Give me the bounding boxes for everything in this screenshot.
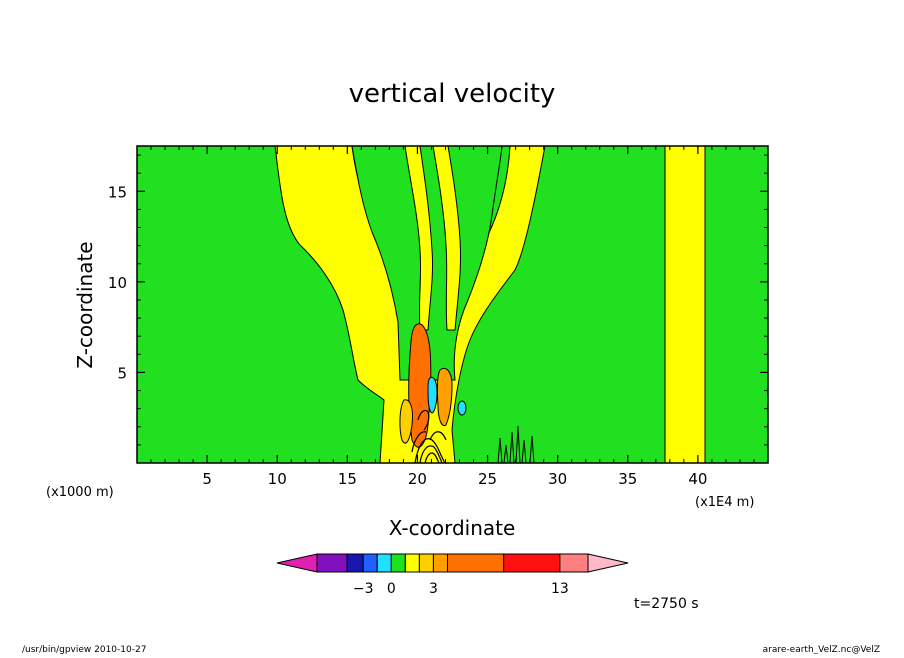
x-tick-label: 30 bbox=[548, 470, 567, 488]
colorbar-swatch bbox=[346, 553, 364, 573]
chart-title: vertical velocity bbox=[349, 79, 556, 109]
x-axis-ticks: 5 10 15 20 25 30 35 40 bbox=[150, 146, 755, 488]
footer-left: /usr/bin/gpview 2010-10-27 bbox=[22, 645, 146, 654]
y-axis-label: Z-coordinate bbox=[73, 241, 97, 368]
positive-band-right bbox=[664, 145, 706, 464]
x-tick-label: 40 bbox=[688, 470, 707, 488]
colorbar-under-triangle bbox=[276, 553, 318, 573]
x-tick-label: 5 bbox=[202, 470, 212, 488]
colorbar-swatch bbox=[376, 553, 392, 573]
colorbar-swatch bbox=[432, 553, 448, 573]
plot-frame bbox=[136, 145, 769, 464]
x-axis-label: X-coordinate bbox=[389, 516, 516, 540]
colorbar-label: 13 bbox=[551, 581, 569, 597]
colorbar-labels: −3 0 3 13 bbox=[353, 581, 569, 597]
time-label: t=2750 s bbox=[634, 596, 699, 612]
colorbar-swatch bbox=[559, 553, 589, 573]
colorbar-swatch bbox=[362, 553, 378, 573]
colorbar-swatch bbox=[316, 553, 348, 573]
colorbar-swatch bbox=[418, 553, 434, 573]
colorbar bbox=[276, 553, 629, 573]
colorbar-label: 3 bbox=[429, 581, 438, 597]
x-unit-left: (x1000 m) bbox=[46, 485, 114, 500]
x-tick-label: 35 bbox=[618, 470, 637, 488]
colorbar-label: 0 bbox=[387, 581, 396, 597]
weak-updraft-cell bbox=[399, 399, 413, 444]
strong-updraft-core bbox=[408, 323, 432, 448]
colorbar-swatch bbox=[503, 553, 561, 573]
plot-area bbox=[136, 145, 769, 464]
footer-right: arare-earth_VelZ.nc@VelZ bbox=[763, 645, 880, 654]
surface-spikes bbox=[497, 425, 535, 464]
small-cell bbox=[457, 400, 467, 416]
negative-cell bbox=[427, 376, 438, 414]
positive-filament-2 bbox=[432, 145, 462, 331]
colorbar-swatch bbox=[446, 553, 505, 573]
y-axis-ticks: 5 10 15 bbox=[108, 154, 768, 446]
x-tick-label: 15 bbox=[338, 470, 357, 488]
x-unit-right: (x1E4 m) bbox=[695, 495, 754, 510]
surface-contour-cluster bbox=[411, 409, 447, 464]
y-tick-label: 10 bbox=[108, 274, 127, 292]
x-tick-label: 25 bbox=[478, 470, 497, 488]
x-tick-label: 20 bbox=[408, 470, 427, 488]
colorbar-label: −3 bbox=[353, 581, 374, 597]
colorbar-over-triangle bbox=[587, 553, 629, 573]
y-tick-label: 15 bbox=[108, 183, 127, 201]
colorbar-swatch bbox=[404, 553, 420, 573]
positive-filament-1 bbox=[404, 145, 434, 331]
y-tick-label: 5 bbox=[117, 364, 127, 382]
x-tick-label: 10 bbox=[268, 470, 287, 488]
colorbar-swatch bbox=[390, 553, 406, 573]
